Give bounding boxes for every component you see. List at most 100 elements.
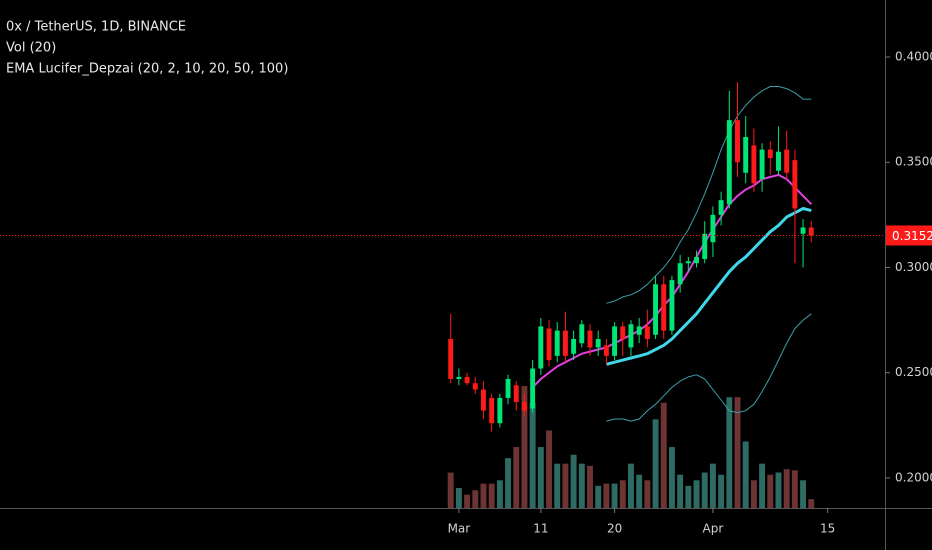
volume-bar (693, 480, 700, 508)
candle-body (661, 284, 667, 331)
candle-body (735, 120, 740, 163)
volume-bar (546, 430, 552, 508)
volume-bar (800, 480, 807, 508)
candle-body (726, 120, 732, 205)
volume-bar (554, 463, 561, 508)
candle-body (554, 330, 560, 356)
candle-body (538, 326, 544, 369)
volume-bar (447, 472, 454, 508)
candle-body (587, 330, 593, 348)
volume-bar (636, 474, 643, 508)
volume-bar (578, 463, 585, 508)
volume-bar (488, 483, 495, 508)
symbol-title: 0x / TetherUS, 1D, BINANCE (6, 20, 186, 35)
volume-bar (668, 447, 675, 508)
last-price-label: 0.3152 (892, 229, 932, 243)
candle-body (448, 339, 454, 380)
volume-bar (521, 386, 528, 508)
volume-bar (775, 472, 782, 508)
x-tick-label: Mar (448, 522, 471, 536)
volume-bar (472, 490, 479, 508)
candle-body (743, 136, 749, 173)
candle-body (456, 376, 462, 380)
candle-body (628, 324, 634, 348)
indicator-legend: Vol (20) (6, 41, 56, 56)
candle-body (603, 345, 609, 356)
last-price-box (886, 225, 932, 246)
candle-body (546, 328, 552, 361)
candle-body (481, 389, 486, 411)
candle-body (751, 145, 757, 184)
volume-bar (742, 441, 749, 508)
volume-bar (513, 447, 520, 508)
candle-body (620, 326, 626, 340)
candle-body (530, 368, 536, 409)
candle-body (800, 227, 806, 234)
volume-bar (701, 472, 708, 508)
candle-body (472, 383, 478, 390)
candle-body (718, 200, 724, 215)
candle-body (669, 280, 675, 331)
volume-bar (652, 419, 659, 508)
volume-bar (619, 480, 626, 508)
candle-body (685, 261, 691, 264)
volume-bar (480, 483, 487, 508)
candle-body (595, 339, 601, 348)
volume-bar (537, 447, 544, 508)
candle-body (702, 233, 708, 260)
volume-bar (808, 499, 815, 508)
candle-body (571, 339, 577, 354)
candle-body (644, 326, 650, 340)
volume-bar (644, 480, 651, 508)
volume-bar (505, 458, 512, 508)
candle-body (767, 149, 773, 159)
candle-body (579, 324, 585, 344)
volume-bar (783, 469, 790, 508)
volume-bar (603, 483, 610, 508)
volume-bar (562, 463, 569, 508)
candle-body (784, 149, 790, 173)
candle-body (505, 379, 511, 398)
candle-body (776, 151, 781, 171)
indicator-line (606, 86, 812, 304)
candle-body (710, 214, 716, 243)
candle-body (653, 284, 659, 335)
volume-bar (677, 474, 684, 508)
volume-bar (750, 480, 757, 508)
indicator-line (606, 207, 812, 366)
candle-body (792, 160, 798, 209)
indicator-legend: EMA Lucifer_Depzai (20, 2, 10, 20, 50, 1… (6, 62, 288, 77)
volume-bar (726, 397, 733, 508)
volume-bar (718, 474, 725, 508)
x-tick-label: 11 (533, 522, 548, 536)
candle-body (612, 326, 618, 356)
volume-bar (734, 397, 741, 508)
volume-bar (496, 480, 503, 508)
volume-bar (628, 463, 634, 508)
candle-body (497, 397, 503, 424)
x-tick-label: Apr (703, 522, 724, 536)
candle-body (464, 376, 470, 384)
volume-bar (587, 465, 593, 508)
x-tick-label: 20 (607, 522, 622, 536)
volume-bar (685, 485, 692, 508)
volume-bar (709, 463, 716, 508)
volume-bar (455, 488, 462, 508)
volume-bar (464, 494, 471, 508)
volume-bar (660, 402, 667, 508)
candle-body (694, 256, 699, 264)
y-tick-label: 0.2000 (895, 470, 932, 484)
candle-body (513, 385, 519, 403)
volume-bar (791, 470, 798, 508)
candle-body (489, 397, 495, 424)
x-tick-label: 15 (820, 522, 835, 536)
candle-body (521, 402, 527, 411)
candle-body (562, 330, 568, 356)
